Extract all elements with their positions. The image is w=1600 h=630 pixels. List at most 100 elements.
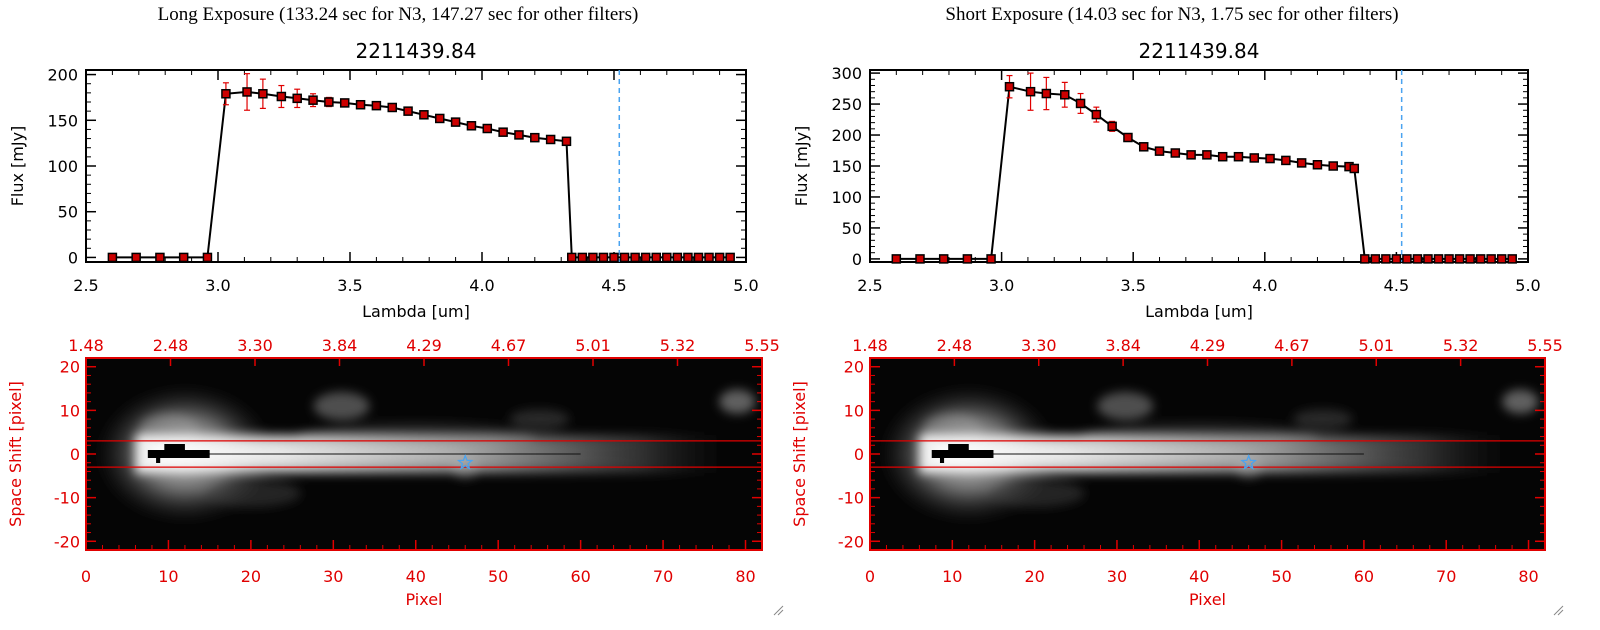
y-tick-label: -20: [838, 532, 864, 551]
top-tick-label: 4.29: [1190, 336, 1226, 355]
data-point: [1444, 254, 1454, 264]
y-tick-label: 300: [831, 64, 862, 83]
data-point: [986, 254, 996, 264]
data-point: [1154, 146, 1165, 156]
data-point: [567, 252, 577, 263]
data-point: [1123, 132, 1133, 143]
data-point: [202, 252, 213, 263]
data-point: [619, 252, 630, 263]
saturated-core: [147, 444, 210, 463]
y-tick-label: 10: [60, 401, 80, 420]
y-axis-label: Flux [mJy]: [8, 126, 27, 207]
top-tick-label: 5.55: [744, 336, 780, 355]
glow-patch: [200, 479, 301, 508]
data-point: [450, 117, 461, 127]
y-tick-label: 150: [47, 111, 78, 130]
y-tick-label: 200: [47, 66, 78, 85]
x-tick-label: 70: [1436, 567, 1456, 586]
x-tick-label: 5.0: [733, 276, 758, 295]
data-point: [683, 252, 693, 263]
data-point: [482, 123, 493, 134]
data-point: [651, 252, 661, 263]
data-point: [1507, 254, 1517, 264]
top-tick-label: 5.01: [575, 336, 611, 355]
y-tick-label: -20: [54, 532, 80, 551]
y-tick-label: 0: [70, 445, 80, 464]
data-point: [1186, 150, 1196, 160]
x-axis-label: Pixel: [405, 590, 442, 609]
glow-patch: [509, 409, 570, 430]
x-tick-label: 4.5: [1384, 276, 1409, 295]
data-point: [466, 121, 477, 131]
plot-frame: [869, 69, 1529, 263]
x-tick-label: 70: [653, 567, 673, 586]
data-point: [1402, 254, 1412, 264]
data-point: [276, 91, 287, 102]
y-tick-label: 50: [842, 219, 862, 238]
glow-patch: [984, 479, 1085, 508]
x-tick-label: 30: [323, 567, 343, 586]
data-point: [1433, 254, 1444, 264]
source-star-icon: [456, 453, 474, 470]
top-tick-label: 5.32: [1443, 336, 1479, 355]
x-tick-label: 2.5: [857, 276, 882, 295]
top-tick-label: 2.48: [153, 336, 189, 355]
data-point: [672, 252, 683, 263]
x-tick-label: 3.0: [205, 276, 230, 295]
data-point: [339, 98, 350, 108]
x-tick-label: 4.0: [1252, 276, 1277, 295]
resize-grip-icon[interactable]: [772, 604, 784, 616]
spectrum-line: [896, 85, 1513, 260]
data-point: [915, 254, 925, 264]
data-point: [561, 136, 572, 147]
x-tick-label: 60: [570, 567, 590, 586]
data-point: [242, 87, 252, 97]
data-point: [1060, 90, 1070, 100]
x-tick-label: 80: [735, 567, 755, 586]
x-tick-label: 3.0: [989, 276, 1014, 295]
data-point: [1107, 121, 1117, 132]
saturated-core: [931, 444, 994, 463]
x-tick-label: 50: [1271, 567, 1291, 586]
data-point: [962, 254, 973, 264]
top-tick-label: 5.32: [660, 336, 696, 355]
data-point: [1025, 86, 1036, 97]
x-tick-label: 5.0: [1515, 276, 1540, 295]
y-tick-label: 0: [854, 445, 864, 464]
data-point: [155, 252, 165, 263]
source-star-icon: [1240, 453, 1257, 470]
data-point: [1004, 81, 1015, 92]
data-point: [1041, 88, 1052, 99]
data-point: [630, 252, 640, 263]
data-point: [1349, 163, 1360, 174]
x-axis-label: Lambda [um]: [362, 302, 470, 321]
top-tick-label: 4.67: [1274, 336, 1310, 355]
data-point: [1381, 254, 1391, 264]
data-point: [324, 97, 334, 107]
resize-grip-icon[interactable]: [1552, 604, 1564, 616]
glow-patch: [1097, 392, 1154, 420]
y-tick-label: 10: [844, 401, 864, 420]
data-point: [577, 252, 588, 263]
y-tick-label: 150: [831, 157, 862, 176]
data-point: [693, 252, 704, 263]
top-tick-label: 3.84: [322, 336, 358, 355]
x-axis-label: Pixel: [1189, 590, 1226, 609]
y-tick-label: 100: [47, 157, 78, 176]
top-tick-label: 4.29: [406, 336, 442, 355]
top-tick-label: 1.48: [68, 336, 104, 355]
spectrum-title: 2211439.84: [356, 39, 477, 63]
x-tick-label: 0: [81, 567, 91, 586]
data-point: [1233, 151, 1244, 162]
y-tick-label: 200: [831, 126, 862, 145]
data-point: [714, 252, 725, 263]
data-point: [662, 252, 672, 263]
data-point: [1412, 254, 1423, 264]
short-exposure-title: Short Exposure (14.03 sec for N3, 1.75 s…: [945, 4, 1399, 25]
data-point: [435, 113, 445, 124]
y-tick-label: -10: [838, 489, 864, 508]
data-point: [419, 110, 429, 120]
top-tick-label: 3.30: [237, 336, 273, 355]
data-point: [1138, 142, 1149, 152]
